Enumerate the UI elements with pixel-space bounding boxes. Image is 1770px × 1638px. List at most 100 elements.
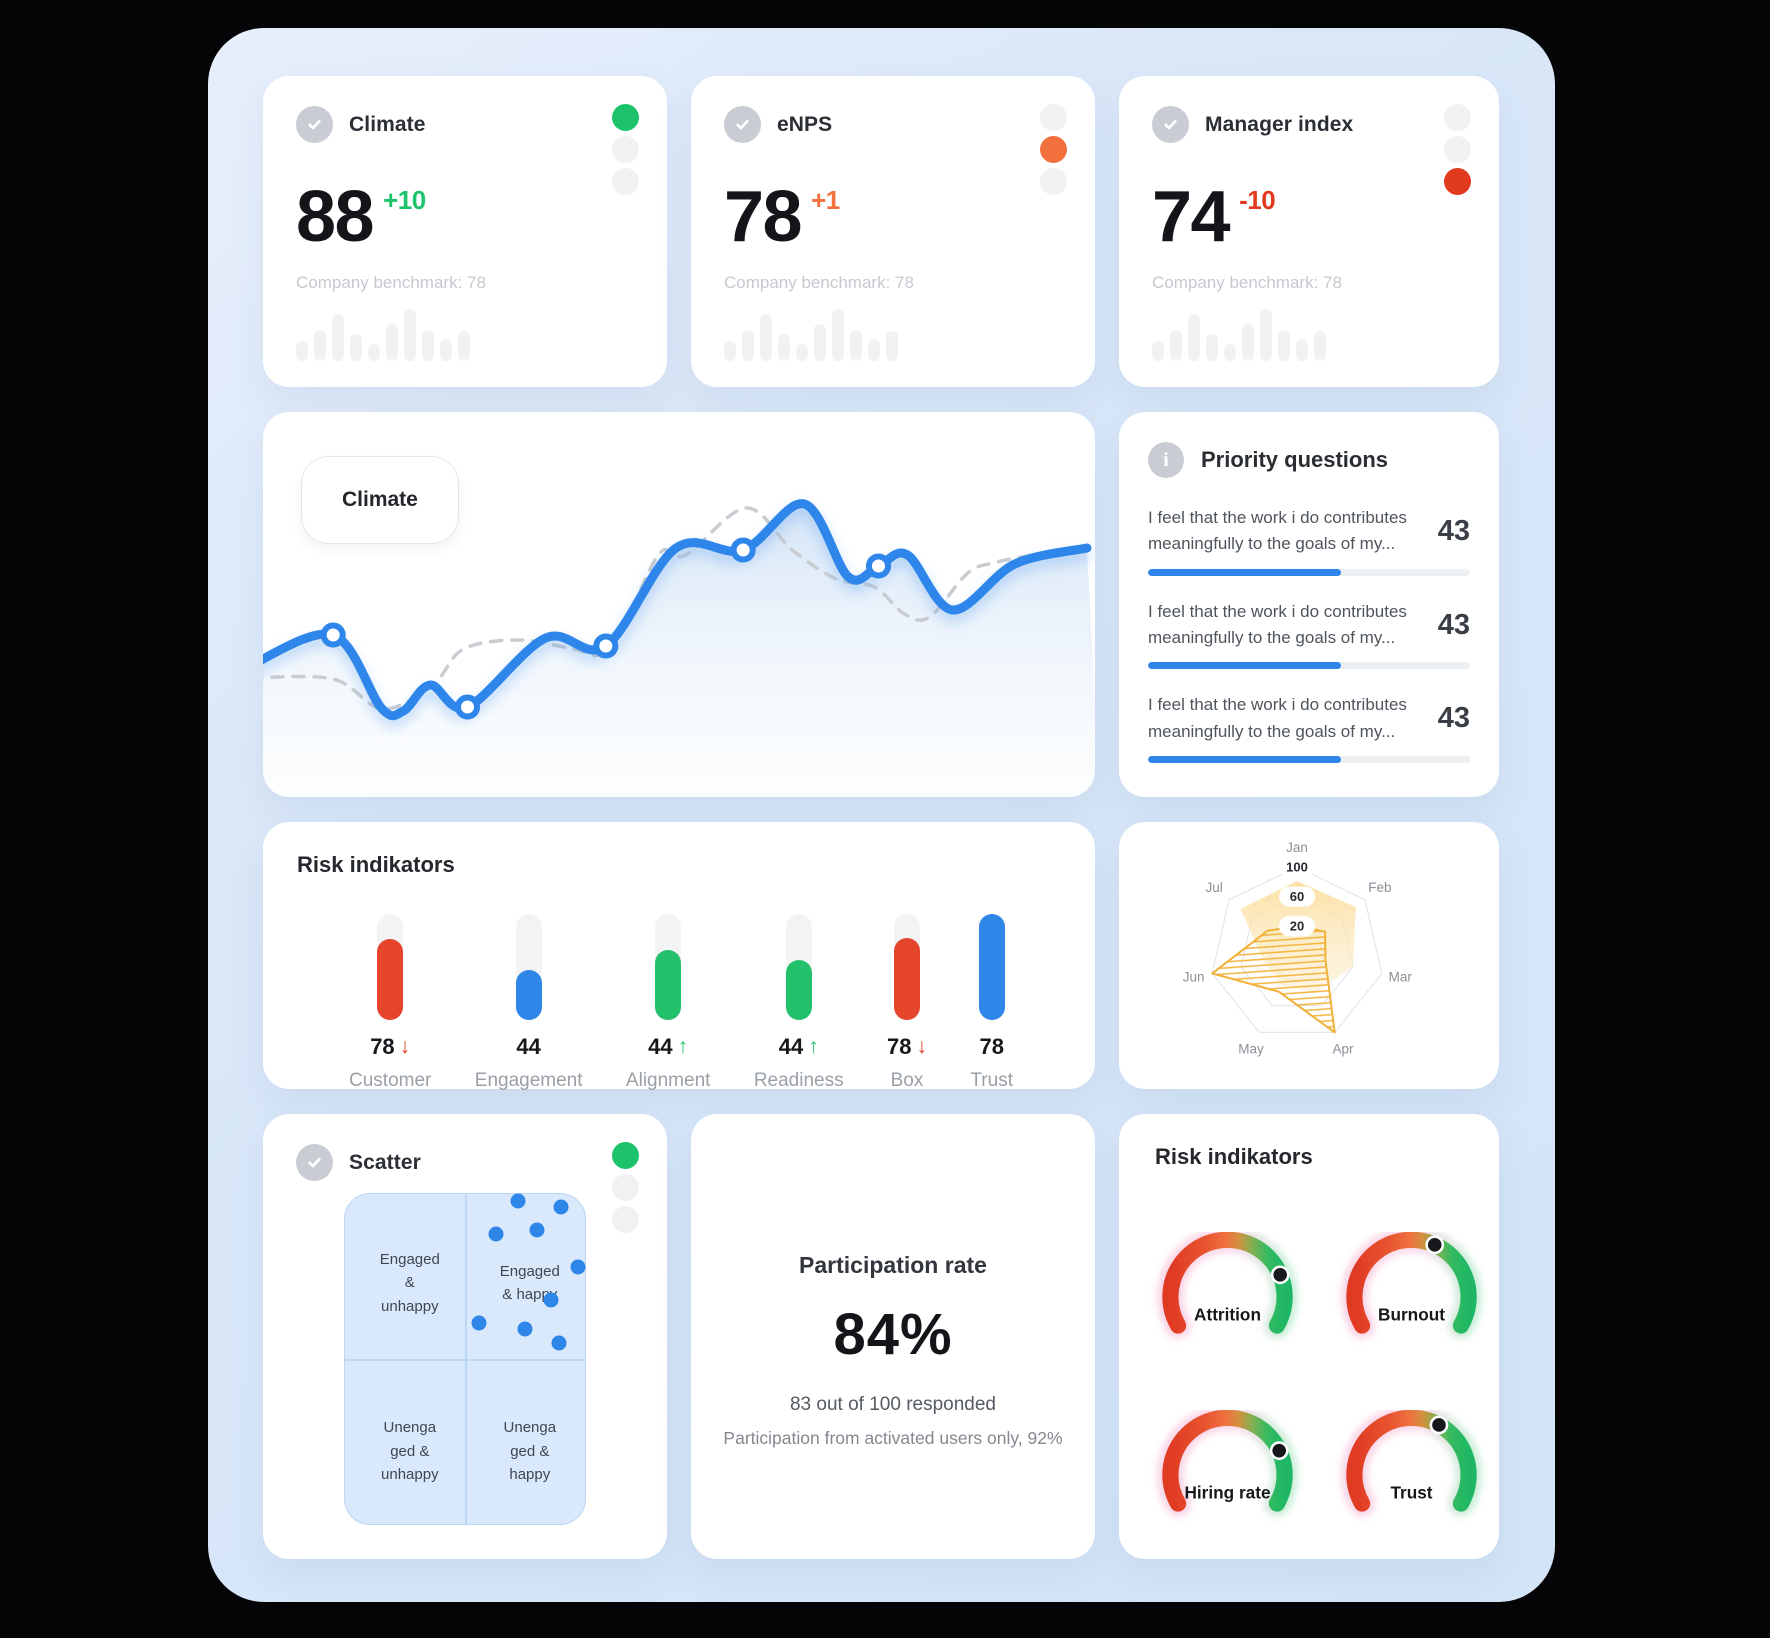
participation-title: Participation rate [799,1252,987,1278]
status-dot[interactable] [1040,168,1067,195]
spark-bar [314,329,326,361]
quadrant-label-line: happy [509,1466,551,1484]
gauge-hiring-rate: Hiring rate [1140,1405,1316,1536]
question-text: I feel that the work i do contributes me… [1148,508,1407,554]
svg-text:Feb: Feb [1368,880,1391,895]
quadrant-divider-horizontal [345,1359,585,1361]
check-icon[interactable] [296,1144,333,1181]
status-lights [1040,104,1067,195]
status-dot[interactable] [612,168,639,195]
svg-text:60: 60 [1290,889,1304,904]
info-icon[interactable]: i [1148,442,1184,478]
priority-questions-card: i Priority questions I feel that the wor… [1119,412,1499,797]
question-score: 43 [1437,514,1470,547]
kpi-value-row: 74 -10 [1152,181,1469,253]
priority-question-item[interactable]: I feel that the work i do contributes me… [1148,505,1470,576]
priority-question-item[interactable]: I feel that the work i do contributes me… [1148,692,1470,764]
indicator-bar-track [785,914,812,1020]
status-dot[interactable] [612,136,639,163]
scatter-title: Scatter [349,1150,421,1174]
spark-bar [1242,323,1254,361]
spark-bar [404,309,416,361]
kpi-value: 88 [296,177,375,257]
indicator-bar-track [894,914,920,1020]
risk-indicator-alignment: 44 ↑ Alignment [626,914,710,1092]
indicator-value: 78 [979,1034,1003,1060]
status-dot[interactable] [1444,168,1471,195]
quadrant-label-line: Unenga [503,1419,557,1437]
status-dot[interactable] [1040,104,1067,131]
indicator-label: Engagement [474,1070,583,1091]
indicator-number: 44 [648,1034,673,1059]
spark-bar [1296,339,1308,361]
indicator-bar-track [515,914,542,1020]
indicator-bar-fill [515,970,542,1020]
status-dot[interactable] [1444,136,1471,163]
dashboard-grid: Climate 88 +10 Company benchmark: 78 eNP… [263,76,1499,1559]
climate-filter-chip[interactable]: Climate [301,456,459,544]
scatter-point [551,1335,567,1350]
kpi-header: Climate [296,106,637,143]
spark-bar [814,323,826,361]
spark-bar [1278,329,1290,361]
quadrant-label-line: Unenga [383,1419,437,1437]
indicator-bar-track [655,914,682,1020]
quadrant-label-line: unhappy [381,1297,439,1315]
sparkline-chart [1152,307,1326,361]
risk-indicator-engagement: 44 Engagement [475,914,583,1092]
scatter-header: Scatter [296,1144,667,1181]
priority-title: Priority questions [1201,447,1389,472]
indicator-label: Trust [970,1070,1013,1091]
check-icon[interactable] [296,106,333,143]
gauge-attrition: Attrition [1140,1227,1316,1358]
indicator-number: 78 [887,1034,912,1059]
question-progress-fill [1148,756,1342,764]
indicator-label: Box [890,1070,924,1091]
kpi-value: 74 [1152,177,1231,257]
indicator-bar-fill [894,938,920,1020]
dashboard-panel: Climate 88 +10 Company benchmark: 78 eNP… [208,28,1555,1602]
scatter-point [510,1193,526,1209]
indicator-bar-track [377,914,404,1020]
indicator-label: Customer [349,1070,432,1091]
scatter-point [553,1199,569,1215]
status-dot[interactable] [612,1174,639,1201]
indicator-value: 44 [516,1034,540,1060]
question-text: I feel that the work i do contributes me… [1148,601,1407,648]
scatter-point [543,1292,559,1308]
gauge-label: Attrition [1194,1305,1261,1325]
trend-arrow-icon: ↓ [916,1035,928,1058]
status-dot[interactable] [1040,136,1067,163]
spark-bar [1188,314,1200,361]
benchmark-label: Company benchmark: 78 [296,273,486,292]
spark-bar [850,329,862,361]
status-lights [1444,104,1471,195]
priority-question-item[interactable]: I feel that the work i do contributes me… [1148,599,1470,670]
status-dot[interactable] [1444,104,1471,131]
indicator-number: 44 [778,1034,804,1059]
check-icon[interactable] [1152,106,1189,143]
question-score: 43 [1437,702,1470,735]
risk-bars-title: Risk indikators [297,852,455,877]
quadrant-label-line: & [404,1274,415,1292]
question-progress-track [1148,662,1470,670]
status-lights [612,1142,639,1233]
status-dot[interactable] [612,1142,639,1169]
risk-gauges-title: Risk indikators [1155,1144,1313,1169]
risk-bars-row: 78 ↓ Customer 44 Engagement 44 ↑ Alignment 44 ↑ Re… [297,914,1061,1092]
quadrant-label-unengaged-happy: Unenga ged & happy [504,1417,557,1487]
status-dot[interactable] [612,104,639,131]
check-icon[interactable] [724,106,761,143]
quadrant-label-line: unhappy [381,1466,439,1484]
indicator-label: Readiness [753,1070,844,1091]
indicator-bar-fill [785,959,812,1020]
svg-text:May: May [1238,1042,1264,1057]
kpi-title: Manager index [1205,112,1354,136]
scatter-quadrant-chart: Engaged & unhappy Engaged & happy Unenga ged… [344,1193,586,1525]
question-progress-track [1148,568,1470,576]
status-dot[interactable] [612,1206,639,1233]
svg-text:Mar: Mar [1389,970,1413,985]
indicator-number: 78 [370,1034,395,1059]
sparkline-chart [296,307,470,361]
scatter-point [529,1222,545,1238]
